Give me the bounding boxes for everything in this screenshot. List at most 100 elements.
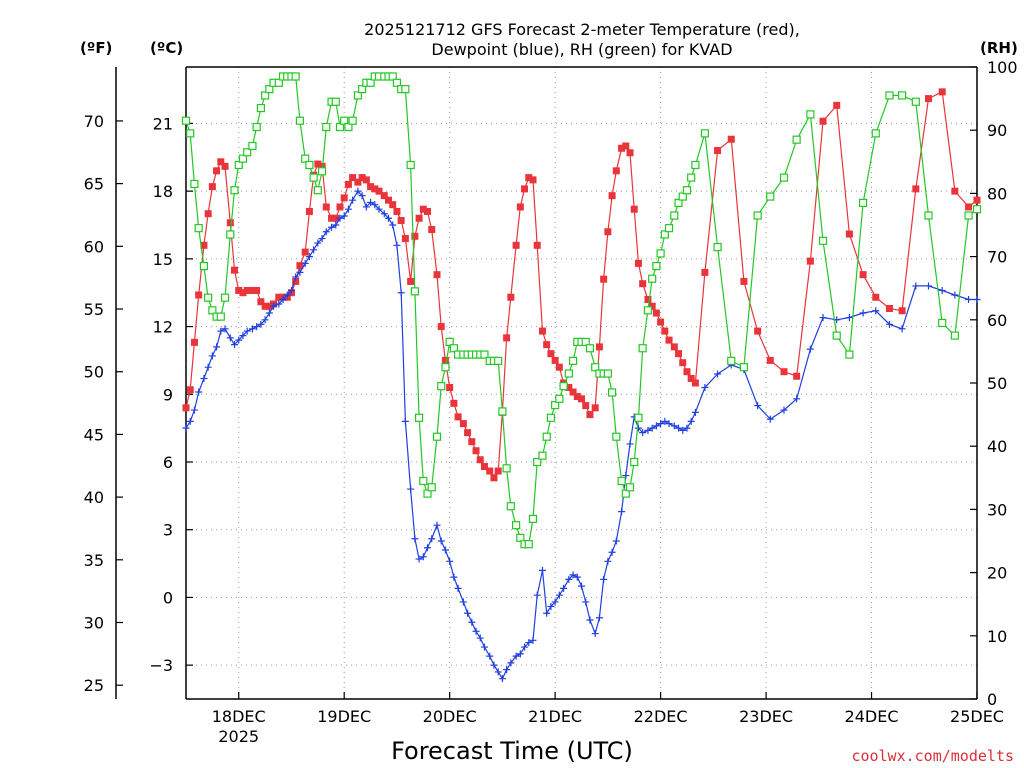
point-rh-134 bbox=[924, 211, 933, 220]
point-temperature-69 bbox=[486, 467, 494, 475]
point-dewpoint-35 bbox=[336, 214, 344, 222]
point-temperature-114 bbox=[683, 368, 691, 376]
series-line-rh bbox=[185, 75, 978, 545]
point-rh-107 bbox=[652, 261, 661, 271]
tick-label-c-0: −3 bbox=[149, 656, 173, 675]
point-temperature-58 bbox=[437, 323, 445, 331]
point-dewpoint-100 bbox=[622, 472, 630, 480]
x-axis-label: Forecast Time (UTC) bbox=[391, 737, 633, 765]
point-temperature-120 bbox=[740, 277, 748, 285]
point-temperature-16 bbox=[253, 286, 261, 294]
point-dewpoint-13 bbox=[239, 332, 247, 340]
point-rh-116 bbox=[691, 160, 700, 170]
point-dewpoint-25 bbox=[292, 273, 300, 281]
point-dewpoint-26 bbox=[296, 268, 304, 276]
point-temperature-17 bbox=[257, 298, 265, 306]
point-rh-6 bbox=[208, 306, 217, 315]
point-dewpoint-68 bbox=[480, 643, 488, 651]
point-temperature-99 bbox=[618, 144, 626, 152]
point-dewpoint-53 bbox=[415, 555, 423, 563]
point-dewpoint-126 bbox=[819, 314, 827, 322]
point-rh-108 bbox=[656, 249, 665, 258]
point-dewpoint-62 bbox=[454, 584, 462, 592]
point-rh-136 bbox=[950, 331, 959, 340]
point-dewpoint-44 bbox=[375, 205, 383, 213]
point-dewpoint-65 bbox=[468, 618, 476, 626]
point-temperature-11 bbox=[231, 266, 239, 274]
point-dewpoint-108 bbox=[657, 420, 665, 428]
point-rh-129 bbox=[858, 198, 868, 207]
point-rh-0 bbox=[181, 116, 191, 125]
point-temperature-79 bbox=[529, 176, 537, 184]
tick-label-x-5: 23DEC bbox=[739, 707, 793, 726]
point-dewpoint-29 bbox=[310, 246, 318, 254]
point-temperature-104 bbox=[639, 280, 647, 288]
point-rh-113 bbox=[678, 192, 687, 201]
point-temperature-63 bbox=[459, 420, 467, 428]
point-rh-12 bbox=[234, 160, 243, 170]
series-line-temperature bbox=[185, 90, 978, 479]
point-dewpoint-55 bbox=[424, 544, 432, 552]
point-dewpoint-67 bbox=[476, 634, 484, 642]
point-dewpoint-133 bbox=[912, 282, 920, 290]
point-temperature-19 bbox=[265, 302, 273, 310]
point-temperature-12 bbox=[235, 286, 243, 294]
point-dewpoint-70 bbox=[490, 661, 498, 669]
point-temperature-130 bbox=[872, 293, 880, 301]
point-temperature-59 bbox=[441, 356, 449, 364]
point-rh-71 bbox=[494, 356, 503, 365]
point-dewpoint-111 bbox=[670, 422, 678, 430]
point-dewpoint-48 bbox=[393, 241, 401, 249]
point-temperature-110 bbox=[665, 336, 673, 344]
tick-label-x-6: 24DEC bbox=[845, 707, 899, 726]
point-temperature-125 bbox=[806, 257, 814, 265]
point-temperature-100 bbox=[622, 142, 630, 150]
point-temperature-47 bbox=[389, 201, 397, 209]
point-temperature-25 bbox=[292, 277, 300, 285]
point-temperature-88 bbox=[569, 388, 577, 396]
point-rh-126 bbox=[818, 236, 828, 245]
tick-label-c-1: 0 bbox=[163, 588, 173, 607]
point-temperature-81 bbox=[538, 327, 546, 335]
series-layer bbox=[181, 72, 982, 683]
point-temperature-45 bbox=[380, 192, 388, 200]
point-dewpoint-15 bbox=[248, 325, 256, 333]
point-temperature-83 bbox=[547, 350, 555, 358]
point-rh-51 bbox=[406, 160, 415, 170]
point-temperature-8 bbox=[217, 158, 225, 166]
point-rh-16 bbox=[252, 122, 261, 132]
point-dewpoint-134 bbox=[924, 282, 932, 290]
point-temperature-132 bbox=[898, 307, 906, 315]
point-dewpoint-27 bbox=[301, 259, 309, 267]
point-dewpoint-18 bbox=[261, 316, 269, 324]
point-temperature-101 bbox=[626, 149, 634, 157]
tick-label-rh-8: 80 bbox=[987, 184, 1007, 203]
point-temperature-112 bbox=[675, 350, 683, 358]
tick-label-x-4: 22DEC bbox=[634, 707, 688, 726]
point-dewpoint-103 bbox=[634, 424, 642, 432]
point-dewpoint-42 bbox=[367, 198, 375, 206]
point-rh-35 bbox=[335, 122, 345, 132]
tick-label-x-7: 25DEC bbox=[950, 707, 1004, 726]
tick-label-c-2: 3 bbox=[163, 521, 173, 540]
point-rh-39 bbox=[353, 91, 363, 100]
point-rh-133 bbox=[911, 97, 920, 106]
point-temperature-13 bbox=[239, 289, 247, 297]
point-temperature-62 bbox=[454, 413, 462, 421]
point-dewpoint-132 bbox=[898, 325, 906, 333]
point-rh-75 bbox=[512, 521, 521, 530]
point-dewpoint-128 bbox=[845, 314, 853, 322]
point-rh-130 bbox=[871, 129, 880, 138]
point-rh-11 bbox=[230, 186, 239, 195]
point-dewpoint-77 bbox=[521, 643, 529, 651]
point-dewpoint-45 bbox=[380, 210, 388, 218]
tick-label-c-7: 18 bbox=[153, 182, 173, 201]
point-temperature-3 bbox=[195, 291, 203, 299]
point-temperature-56 bbox=[428, 226, 436, 234]
point-dewpoint-86 bbox=[560, 584, 568, 592]
point-rh-100 bbox=[621, 489, 630, 498]
point-dewpoint-5 bbox=[204, 363, 212, 371]
point-rh-72 bbox=[498, 407, 507, 416]
point-dewpoint-112 bbox=[675, 424, 683, 432]
series-dewpoint bbox=[182, 187, 981, 683]
